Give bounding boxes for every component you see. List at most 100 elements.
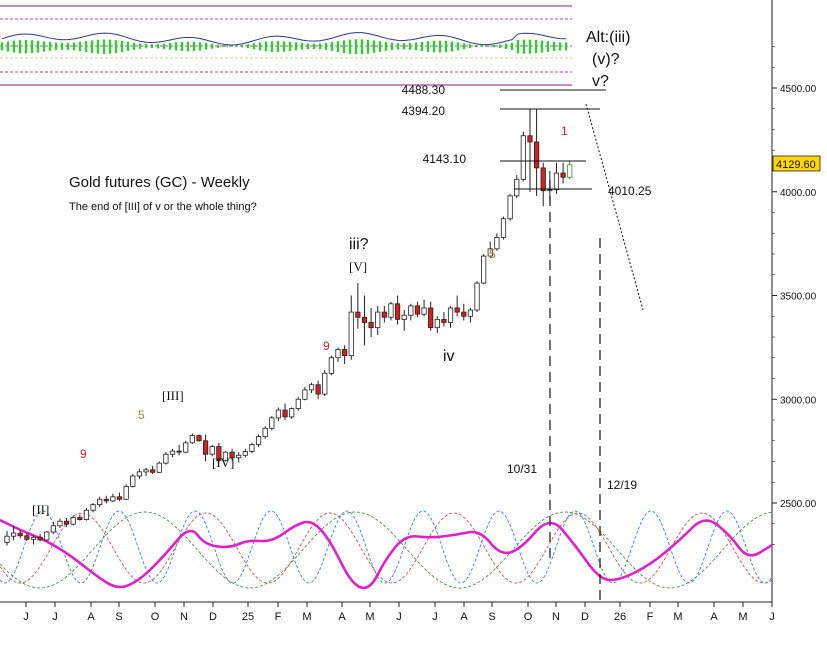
candle xyxy=(77,514,83,521)
time-tick-label: M xyxy=(673,611,682,623)
wave-label-one: 1 xyxy=(561,124,568,138)
time-axis-ticks: J J A S O N D 25 F M A M J J A S O N D 26 F M A M J xyxy=(23,602,775,623)
histogram-bar xyxy=(480,45,484,47)
candle xyxy=(368,307,374,337)
histogram-bar xyxy=(552,41,556,52)
last-price-label: 4129.60 xyxy=(776,159,816,171)
candle-body xyxy=(447,307,454,323)
candle-body xyxy=(209,446,215,455)
candle xyxy=(90,503,96,513)
histogram-bar xyxy=(186,41,190,52)
histogram-bar xyxy=(546,41,550,52)
candle xyxy=(328,355,334,376)
price-tick-label: 4500.00 xyxy=(780,84,817,95)
candle-body xyxy=(328,357,334,374)
cycle-composite-wave xyxy=(0,518,773,590)
histogram-bar xyxy=(438,40,442,53)
histogram-bar xyxy=(78,41,82,52)
histogram-bar xyxy=(324,42,328,50)
histogram-bar xyxy=(564,42,568,51)
indicator-histogram xyxy=(0,39,568,55)
candle-body xyxy=(77,517,83,521)
time-tick-label: O xyxy=(524,611,533,623)
candle xyxy=(401,310,407,331)
candle xyxy=(209,444,215,457)
time-tick-label: J xyxy=(52,611,58,623)
cycle-red-wave xyxy=(0,512,773,584)
histogram-bar xyxy=(126,41,130,52)
candle-body xyxy=(414,305,421,315)
candle xyxy=(236,452,242,463)
histogram-bar xyxy=(360,39,364,55)
histogram-bar xyxy=(306,43,310,50)
candle xyxy=(494,233,500,251)
candle-body xyxy=(196,435,202,442)
histogram-bar xyxy=(96,39,100,54)
candle-body xyxy=(441,318,447,323)
wave-label-five-a: 5 xyxy=(489,247,496,261)
histogram-bar xyxy=(312,43,316,49)
candle xyxy=(408,303,414,321)
candle-body xyxy=(169,450,176,455)
candle-body xyxy=(381,311,387,318)
candle xyxy=(315,380,321,400)
histogram-bar xyxy=(90,40,94,53)
candle xyxy=(434,316,440,333)
wave-label-iii-q: iii? xyxy=(349,236,369,253)
projection-line xyxy=(585,103,644,311)
candle xyxy=(17,529,23,539)
histogram-bar xyxy=(348,39,352,54)
time-tick-label: M xyxy=(738,611,747,623)
histogram-bar xyxy=(300,42,304,50)
candle-body xyxy=(520,135,526,180)
histogram-bar xyxy=(156,44,160,49)
histogram-bar xyxy=(444,40,448,53)
time-tick-label: D xyxy=(209,611,217,623)
level-label-4010: 4010.25 xyxy=(608,184,652,198)
candle xyxy=(255,434,262,447)
candle xyxy=(123,484,129,500)
candle xyxy=(37,534,43,542)
histogram-bar xyxy=(108,39,112,54)
cycle-green-wave xyxy=(0,511,773,589)
histogram-bar xyxy=(120,40,124,53)
candle-body xyxy=(540,167,546,192)
time-axis: J J A S O N D 25 F M A M J J A S O N D 26 F M A M J xyxy=(0,601,775,623)
histogram-bar xyxy=(540,40,544,53)
candle xyxy=(534,108,540,196)
histogram-bar xyxy=(432,40,436,53)
candle xyxy=(4,531,10,546)
candle xyxy=(421,299,427,317)
candle xyxy=(388,301,394,321)
histogram-bar xyxy=(138,43,142,49)
candle xyxy=(348,295,354,360)
candle xyxy=(514,175,520,198)
candle-body xyxy=(302,389,308,400)
histogram-bar xyxy=(450,41,454,52)
candle xyxy=(335,347,341,362)
candle xyxy=(375,305,381,335)
histogram-bar xyxy=(486,45,490,47)
price-axis-ticks: 2500.00 3000.00 3500.00 4000.00 4500.00 xyxy=(772,46,817,545)
histogram-bar xyxy=(558,42,562,51)
chart-title: Gold futures (GC) - Weekly xyxy=(69,174,250,191)
candle-body xyxy=(368,322,374,329)
levels: 4488.30 4394.20 4143.10 4010.25 xyxy=(402,83,652,198)
histogram-bar xyxy=(0,42,4,51)
histogram-bar xyxy=(12,40,16,53)
candle xyxy=(183,440,189,454)
candle xyxy=(381,305,387,323)
candle xyxy=(176,444,182,456)
candle-body xyxy=(70,517,76,525)
histogram-bar xyxy=(402,43,406,50)
time-tick-label: S xyxy=(488,611,495,623)
candle-body xyxy=(24,535,30,540)
histogram-bar xyxy=(30,40,34,54)
histogram-bar xyxy=(420,41,424,52)
histogram-bar xyxy=(174,42,178,51)
histogram-bar xyxy=(150,44,154,49)
candle-body xyxy=(242,451,248,456)
candle xyxy=(163,452,169,465)
histogram-bar xyxy=(240,44,244,48)
